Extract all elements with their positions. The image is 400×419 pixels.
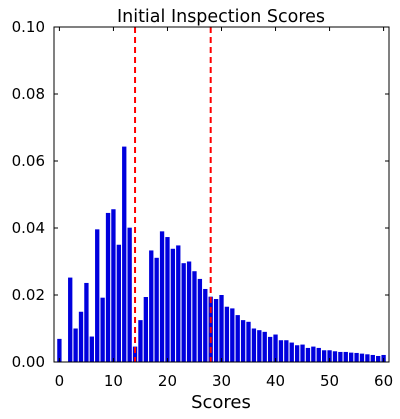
axis-ticks	[54, 26, 389, 363]
bar	[105, 212, 111, 362]
bar	[159, 231, 165, 362]
x-tick-label: 20	[158, 372, 177, 390]
x-axis-label: Scores	[191, 392, 251, 413]
bar	[181, 263, 186, 362]
y-tick-label: 0.02	[12, 286, 45, 304]
bar	[100, 297, 105, 362]
bar	[365, 354, 370, 362]
bar	[343, 351, 348, 362]
bar	[240, 320, 246, 363]
x-tick-label: 10	[104, 372, 123, 390]
bar	[132, 346, 138, 362]
bar	[235, 315, 240, 362]
bar	[165, 237, 170, 362]
bar	[322, 350, 327, 362]
bar	[95, 229, 100, 362]
bar	[176, 245, 181, 362]
bar	[192, 271, 197, 362]
bar	[84, 282, 89, 362]
bar	[224, 306, 230, 362]
x-tick-label: 40	[266, 372, 285, 390]
bar	[316, 347, 321, 362]
bar	[186, 261, 192, 362]
x-tick-labels: 0 10 20 30 40 50 60	[55, 372, 394, 390]
bar	[354, 352, 359, 362]
bar	[154, 257, 159, 362]
bar	[278, 340, 284, 362]
bar	[230, 308, 235, 362]
bar	[251, 328, 257, 362]
bar	[338, 351, 343, 362]
y-tick-label: 0.10	[12, 18, 45, 36]
y-tick-label: 0.06	[12, 152, 45, 170]
bar	[213, 299, 219, 362]
bar	[149, 250, 154, 362]
bar	[327, 350, 332, 362]
bar	[68, 277, 73, 362]
bar	[219, 295, 224, 362]
reference-lines	[134, 27, 212, 362]
bars-layer	[57, 146, 386, 363]
bar	[257, 330, 262, 362]
bar	[89, 336, 94, 362]
bar	[111, 209, 116, 362]
x-tick-label: 0	[55, 372, 65, 390]
bar	[138, 320, 143, 363]
bar	[197, 278, 203, 362]
bar	[305, 347, 311, 362]
bar	[311, 346, 316, 362]
bar	[349, 352, 354, 362]
x-tick-label: 30	[212, 372, 231, 390]
bar	[57, 338, 62, 362]
bar	[294, 345, 300, 362]
bar	[267, 336, 273, 363]
bar	[370, 354, 375, 362]
bar	[170, 248, 176, 362]
bar	[246, 321, 251, 362]
bar	[300, 344, 305, 362]
y-tick-label: 0.00	[12, 353, 45, 371]
x-tick-label: 60	[374, 372, 393, 390]
bar	[143, 297, 149, 362]
y-tick-label: 0.08	[12, 85, 45, 103]
bar	[116, 244, 121, 362]
bar	[359, 353, 365, 363]
bar	[332, 351, 338, 362]
y-tick-label: 0.04	[12, 219, 45, 237]
bar	[376, 355, 381, 362]
bar	[127, 227, 132, 362]
bar	[78, 311, 84, 362]
bar	[273, 334, 278, 362]
bar	[284, 340, 289, 362]
bar	[262, 331, 267, 362]
bar	[203, 288, 208, 362]
y-tick-labels: 0.00 0.02 0.04 0.06 0.08 0.10	[12, 18, 45, 371]
bar	[289, 342, 294, 362]
bar	[122, 146, 127, 362]
x-tick-label: 50	[320, 372, 339, 390]
chart-title: Initial Inspection Scores	[117, 7, 325, 27]
bar	[73, 328, 78, 362]
